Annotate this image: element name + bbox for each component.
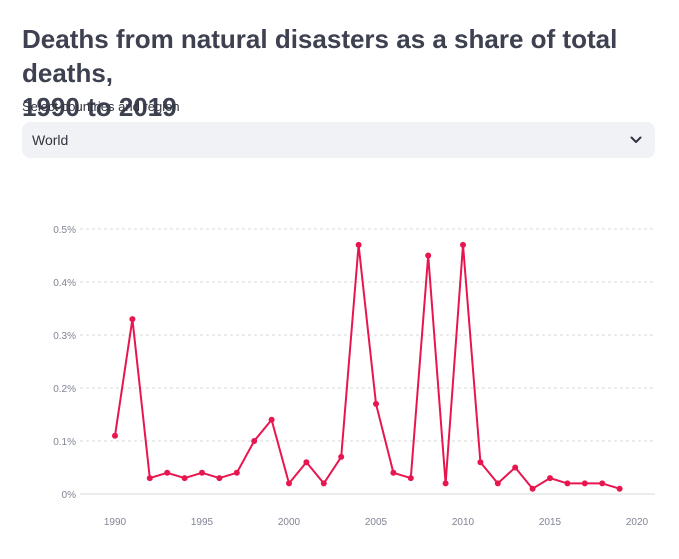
country-select-label: Select countries and region [22, 99, 180, 114]
x-tick-label: 2015 [539, 517, 562, 528]
y-tick-label: 0.2% [53, 384, 76, 395]
data-point [442, 480, 449, 487]
data-point [320, 480, 327, 487]
data-point [112, 432, 118, 439]
y-tick-label: 0.4% [53, 278, 76, 289]
data-point [129, 316, 136, 323]
data-point [146, 475, 153, 482]
data-point [181, 475, 188, 482]
x-tick-label: 2010 [452, 517, 475, 528]
data-point [529, 485, 536, 492]
data-point [216, 475, 223, 482]
data-point [355, 241, 362, 248]
data-point [477, 459, 484, 466]
x-tick-label: 2000 [278, 517, 301, 528]
x-tick-label: 2020 [626, 517, 649, 528]
data-point [373, 400, 379, 407]
x-tick-label: 1990 [104, 517, 127, 528]
x-tick-label: 1995 [191, 517, 214, 528]
data-point [199, 469, 205, 476]
data-point [512, 464, 519, 471]
y-tick-label: 0.5% [53, 225, 76, 236]
x-tick-label: 2005 [365, 517, 388, 528]
data-point [303, 459, 310, 466]
data-point [390, 469, 397, 476]
line-chart: 0% 0.1% 0.2% 0.3% 0.4% 0.5% 1990 1995 2000 2005 20… [0, 200, 679, 545]
chevron-down-icon [629, 133, 643, 147]
country-select-value: World [32, 132, 69, 148]
data-point [338, 453, 345, 460]
data-point [564, 480, 571, 487]
series-line [114, 243, 620, 490]
data-point [547, 475, 553, 482]
y-tick-label: 0.1% [53, 437, 76, 448]
chart-svg: 0% 0.1% 0.2% 0.3% 0.4% 0.5% 1990 1995 2000 2005 20… [53, 225, 655, 528]
page-title: Deaths from natural disasters as a share… [22, 22, 662, 124]
data-point [233, 469, 240, 476]
data-point [616, 485, 623, 492]
page-title-line-2: 1990 to 2019 [22, 92, 177, 122]
data-point [581, 480, 588, 487]
data-point [268, 416, 275, 423]
data-point [407, 475, 414, 482]
country-select[interactable]: World [22, 122, 655, 158]
data-point [251, 438, 258, 444]
y-tick-label: 0% [62, 490, 77, 501]
data-point [460, 241, 466, 248]
page-title-line-1: Deaths from natural disasters as a share… [22, 24, 618, 88]
data-point [494, 480, 501, 487]
data-point [286, 480, 292, 487]
y-tick-label: 0.3% [53, 331, 76, 342]
data-point [599, 480, 606, 487]
data-point [425, 252, 432, 259]
data-point [164, 469, 171, 476]
